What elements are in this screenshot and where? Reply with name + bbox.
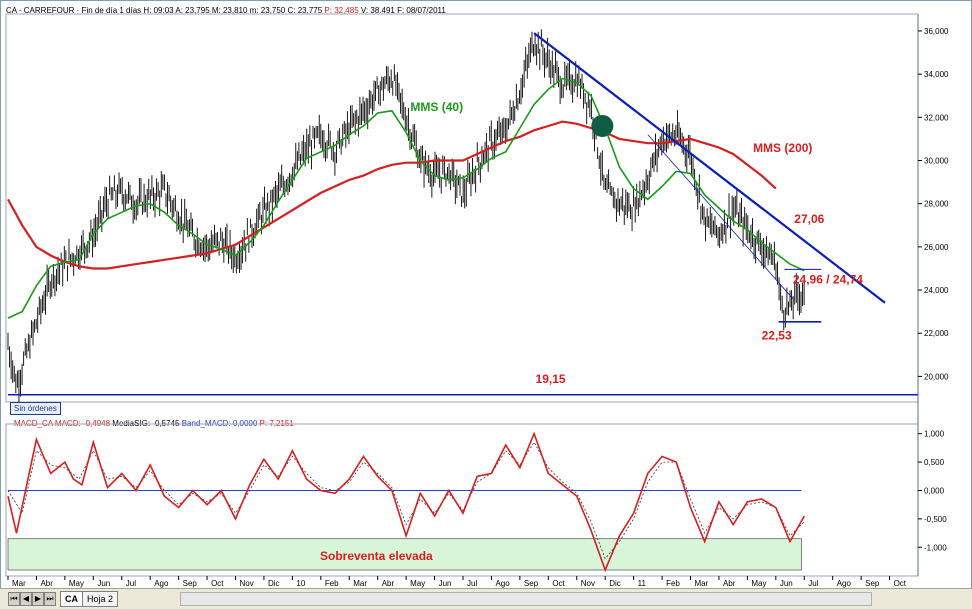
low-label: 19,15 bbox=[536, 372, 566, 386]
last-sheet-button[interactable]: ⏭ bbox=[44, 592, 56, 606]
x-tick-label: Jun bbox=[780, 579, 793, 588]
price-tick-label: 30,000 bbox=[924, 157, 949, 166]
x-tick-label: Sep bbox=[865, 579, 880, 588]
chart-canvas: 20,000 22,000 24,000 26,000 28,000 30,000 32,0… bbox=[5, 13, 949, 588]
header-tail: V: 38.491 F: 08/07/2011 bbox=[360, 6, 446, 15]
tab-ca[interactable]: CA bbox=[60, 591, 83, 607]
price-tick-label: 26,000 bbox=[924, 243, 949, 252]
x-tick-label: Mar bbox=[12, 579, 26, 588]
prev-sheet-button[interactable]: ◀ bbox=[20, 592, 32, 606]
x-tick-label: Ago bbox=[837, 579, 852, 588]
macd-line bbox=[7, 431, 805, 573]
x-tick-label: May bbox=[751, 579, 766, 588]
sheet-tabs-bar: ⏮ ◀ ▶ ⏭ CA Hoja 2 bbox=[0, 588, 972, 609]
x-tick-label: 11 bbox=[638, 579, 647, 588]
x-tick-label: Mar bbox=[353, 579, 367, 588]
x-tick-label: 10 bbox=[296, 579, 305, 588]
macd-tick-label: 0,000 bbox=[924, 486, 945, 495]
x-tick-label: Oct bbox=[894, 579, 907, 588]
x-tick-label: Jun bbox=[97, 579, 110, 588]
x-tick-label: Jul bbox=[467, 579, 477, 588]
price-tick-label: 34,000 bbox=[924, 70, 949, 79]
first-sheet-button[interactable]: ⏮ bbox=[8, 592, 20, 606]
macd-tick-label: 0,500 bbox=[924, 458, 945, 467]
x-tick-label: Ago bbox=[154, 579, 169, 588]
x-tick-label: Nov bbox=[581, 579, 595, 588]
price-tick-label: 24,000 bbox=[924, 286, 949, 295]
price-tick-label: 32,000 bbox=[924, 113, 949, 122]
x-tick-label: May bbox=[410, 579, 425, 588]
support-label: 22,53 bbox=[762, 329, 792, 343]
x-tick-label: Abr bbox=[723, 579, 736, 588]
sobreventa-zone bbox=[7, 538, 802, 571]
x-tick-label: Sep bbox=[183, 579, 198, 588]
x-tick-label: Dic bbox=[609, 579, 621, 588]
x-tick-label: Abr bbox=[40, 579, 53, 588]
macd-signal-line bbox=[7, 441, 805, 560]
price-bars bbox=[7, 29, 805, 404]
macd-tick-label: -1,000 bbox=[924, 543, 947, 552]
x-tick-label: Feb bbox=[666, 579, 680, 588]
x-tick-label: Feb bbox=[325, 579, 339, 588]
price-tick-label: 36,000 bbox=[924, 27, 949, 36]
price-tick-label: 20,000 bbox=[924, 372, 949, 381]
x-tick-label: Jul bbox=[808, 579, 818, 588]
x-tick-label: May bbox=[69, 579, 84, 588]
chart-header: CA - CARREFOUR · Fin de día 1 días H: 09… bbox=[6, 6, 446, 15]
horizontal-scrollbar[interactable] bbox=[180, 592, 872, 606]
trend-value-label: 27,06 bbox=[794, 212, 824, 226]
tab-hoja-2[interactable]: Hoja 2 bbox=[82, 591, 119, 607]
x-tick-label: Ago bbox=[495, 579, 510, 588]
sobreventa-label: Sobreventa elevada bbox=[320, 549, 433, 563]
x-tick-label: Oct bbox=[211, 579, 224, 588]
next-sheet-button[interactable]: ▶ bbox=[32, 592, 44, 606]
x-tick-label: Nov bbox=[240, 579, 254, 588]
macd-tick-label: 1,000 bbox=[924, 430, 945, 439]
x-tick-label: Oct bbox=[552, 579, 565, 588]
x-tick-label: Dic bbox=[268, 579, 280, 588]
header-main: CA - CARREFOUR · Fin de día 1 días H: 09… bbox=[6, 6, 323, 15]
x-tick-label: Mar bbox=[695, 579, 709, 588]
sin-ordenes-badge[interactable]: Sin órdenes bbox=[10, 402, 61, 415]
mms40-line bbox=[7, 77, 805, 319]
mms200-label: MMS (200) bbox=[753, 141, 812, 155]
resistance-label: 24,96 / 24,74 bbox=[793, 273, 863, 287]
x-tick-label: Sep bbox=[524, 579, 539, 588]
secondary-trendline bbox=[647, 134, 794, 299]
crossover-marker bbox=[591, 114, 614, 137]
main-trendline bbox=[533, 32, 886, 304]
header-p-value: P: 32,485 bbox=[324, 6, 359, 15]
mms40-label: MMS (40) bbox=[410, 100, 463, 114]
macd-tick-label: -0,500 bbox=[924, 515, 947, 524]
price-tick-label: 28,000 bbox=[924, 200, 949, 209]
price-tick-label: 22,000 bbox=[924, 329, 949, 338]
x-tick-label: Abr bbox=[382, 579, 395, 588]
x-tick-label: Jun bbox=[439, 579, 452, 588]
mms200-line bbox=[7, 120, 777, 270]
x-tick-label: Jul bbox=[126, 579, 136, 588]
